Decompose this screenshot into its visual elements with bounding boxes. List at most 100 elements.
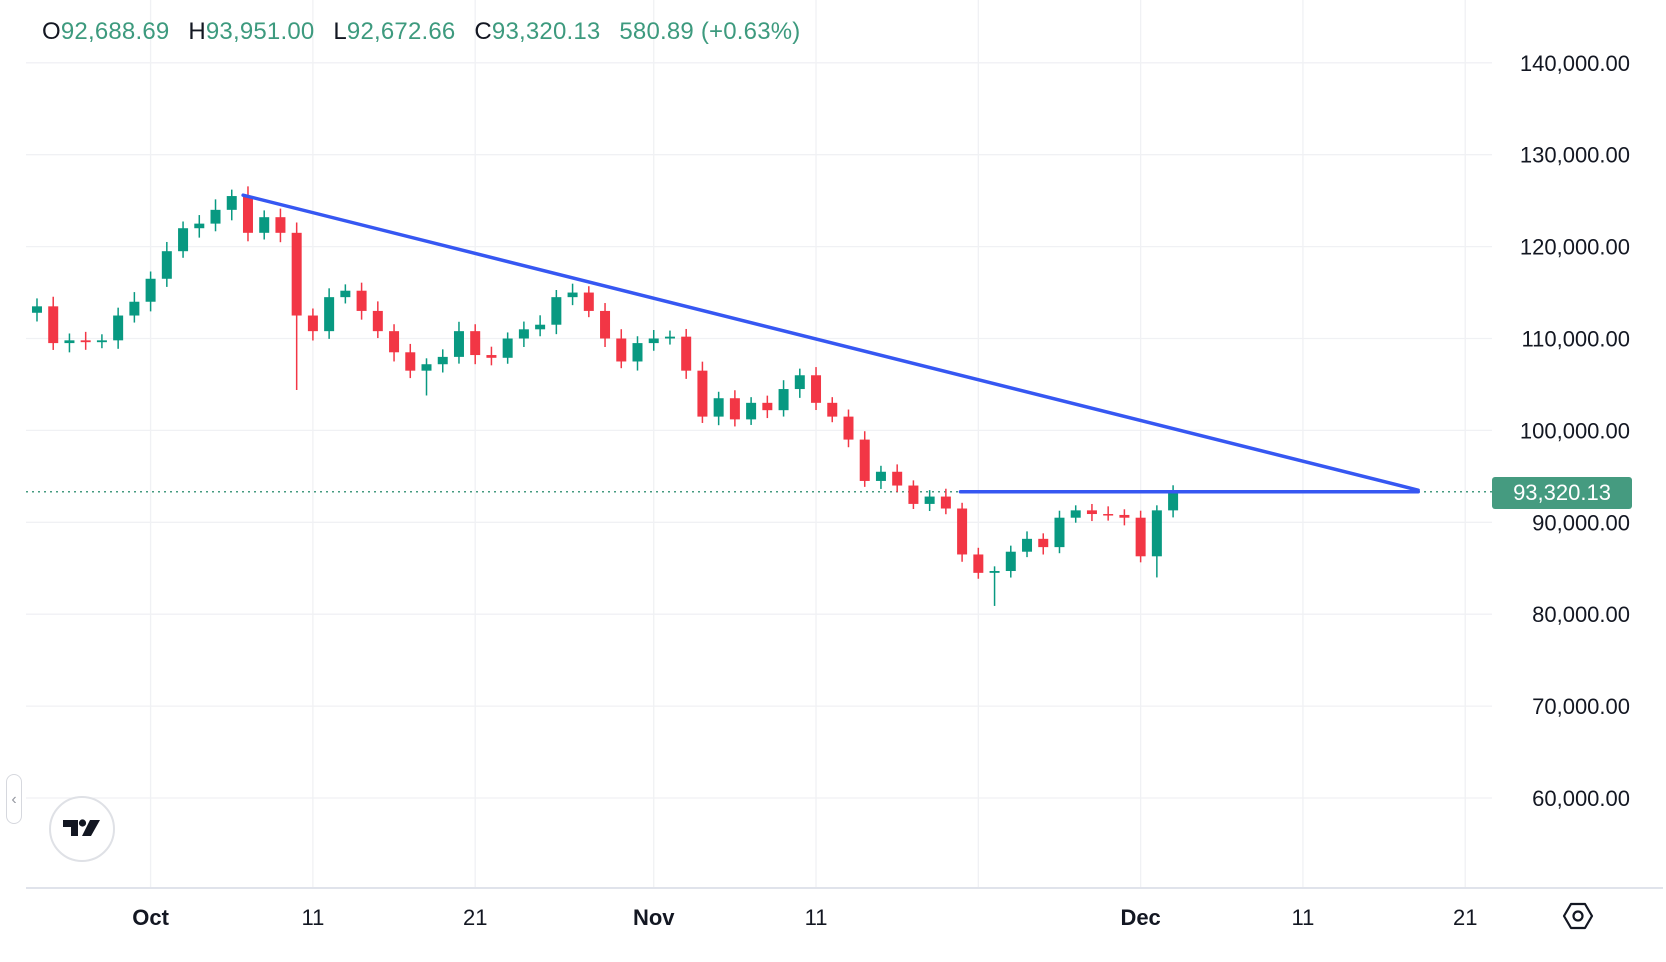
candle-up <box>875 471 886 481</box>
candle-up <box>989 571 1000 573</box>
candle-up <box>226 196 237 210</box>
candle-down <box>681 336 692 371</box>
candle-up <box>16 313 26 315</box>
open-value: 92,688.69 <box>60 18 170 45</box>
candle-down <box>242 196 253 233</box>
x-tick-label: 11 <box>1292 905 1315 930</box>
candle-down <box>307 315 318 332</box>
tradingview-logo-icon <box>63 819 100 836</box>
candle-up <box>794 375 805 390</box>
candle-down <box>843 416 854 440</box>
candle-down <box>583 292 594 311</box>
change-value: 580.89 (+0.63%) <box>619 18 801 45</box>
candle-up <box>518 329 529 339</box>
y-tick-label: 60,000.00 <box>1532 786 1630 811</box>
x-tick-label: Oct <box>132 905 169 930</box>
descending-trendline <box>241 193 1420 492</box>
candle-down <box>1103 514 1114 516</box>
close-value: 93,320.13 <box>491 18 601 45</box>
candle-down <box>908 485 919 504</box>
candle-up <box>648 338 659 344</box>
candle-up <box>113 315 124 341</box>
candle-up <box>453 331 464 357</box>
candle-up <box>1070 510 1081 518</box>
y-tick-label: 140,000.00 <box>1520 51 1630 76</box>
candle-down <box>762 402 773 411</box>
x-tick-label: 11 <box>805 905 828 930</box>
high-value: 93,951.00 <box>205 18 315 45</box>
current-price-badge: 93,320.13 <box>1492 477 1632 509</box>
candle-up <box>194 223 205 229</box>
candle-up <box>96 340 107 343</box>
x-tick-label: Dec <box>1120 905 1160 930</box>
low-value: 92,672.66 <box>346 18 456 45</box>
candle-up <box>210 209 221 224</box>
y-tick-label: 100,000.00 <box>1520 418 1630 443</box>
open-label: O <box>42 18 61 45</box>
candle-down <box>697 370 708 417</box>
x-tick-label: Nov <box>633 905 675 930</box>
candle-up <box>924 496 935 504</box>
high-label: H <box>188 18 206 45</box>
candle-up <box>340 290 351 298</box>
y-tick-label: 90,000.00 <box>1532 510 1630 535</box>
candle-up <box>324 297 335 332</box>
candle-down <box>48 306 59 344</box>
candle-down <box>1119 514 1130 518</box>
chevron-left-icon[interactable]: ‹ <box>6 774 22 824</box>
candle-down <box>957 508 968 555</box>
y-tick-label: 80,000.00 <box>1532 602 1630 627</box>
candle-up <box>178 228 189 252</box>
x-tick-label: 21 <box>463 905 487 930</box>
low-label: L <box>333 18 347 45</box>
candle-up <box>664 336 675 339</box>
candle-up <box>437 356 448 365</box>
candle-down <box>291 232 302 316</box>
candle-up <box>535 324 546 330</box>
candle-down <box>1086 510 1097 515</box>
candle-down <box>356 290 367 311</box>
candle-down <box>80 340 91 343</box>
candle-down <box>372 310 383 332</box>
candle-up <box>145 278 156 302</box>
candle-up <box>129 301 140 316</box>
candle-down <box>859 439 870 481</box>
candle-up <box>1151 510 1162 557</box>
candle-down <box>275 217 286 233</box>
y-tick-label: 110,000.00 <box>1522 327 1630 352</box>
candle-down <box>892 471 903 486</box>
candle-up <box>1054 517 1065 548</box>
candle-down <box>389 331 400 353</box>
x-tick-label: 21 <box>1453 905 1477 930</box>
candle-down <box>1135 517 1146 557</box>
candle-up <box>31 306 42 313</box>
candle-up <box>259 217 270 233</box>
y-tick-label: 120,000.00 <box>1520 235 1630 260</box>
candle-down <box>729 398 740 420</box>
candle-down <box>811 375 822 403</box>
candle-up <box>1022 538 1033 552</box>
candle-up <box>746 402 757 420</box>
candle-up <box>64 340 75 344</box>
y-tick-label: 70,000.00 <box>1532 694 1630 719</box>
candle-down <box>470 331 481 356</box>
x-tick-label: 11 <box>301 905 324 930</box>
candle-down <box>616 338 627 362</box>
candle-down <box>600 310 611 339</box>
tradingview-logo[interactable] <box>49 796 115 862</box>
candle-down <box>1038 538 1049 548</box>
candle-up <box>1005 551 1016 572</box>
candle-down <box>973 554 984 573</box>
candle-up <box>421 364 432 371</box>
settings-icon[interactable] <box>1562 900 1594 932</box>
candle-up <box>551 297 562 325</box>
candle-up <box>778 389 789 411</box>
candle-up <box>161 251 172 279</box>
candle-up <box>1168 491 1179 511</box>
candle-up <box>713 398 724 417</box>
ohlc-legend: O92,688.69 H93,951.00 L92,672.66 C93,320… <box>42 18 800 46</box>
candle-down <box>827 402 838 417</box>
candle-down <box>405 352 416 371</box>
candle-up <box>502 338 513 358</box>
